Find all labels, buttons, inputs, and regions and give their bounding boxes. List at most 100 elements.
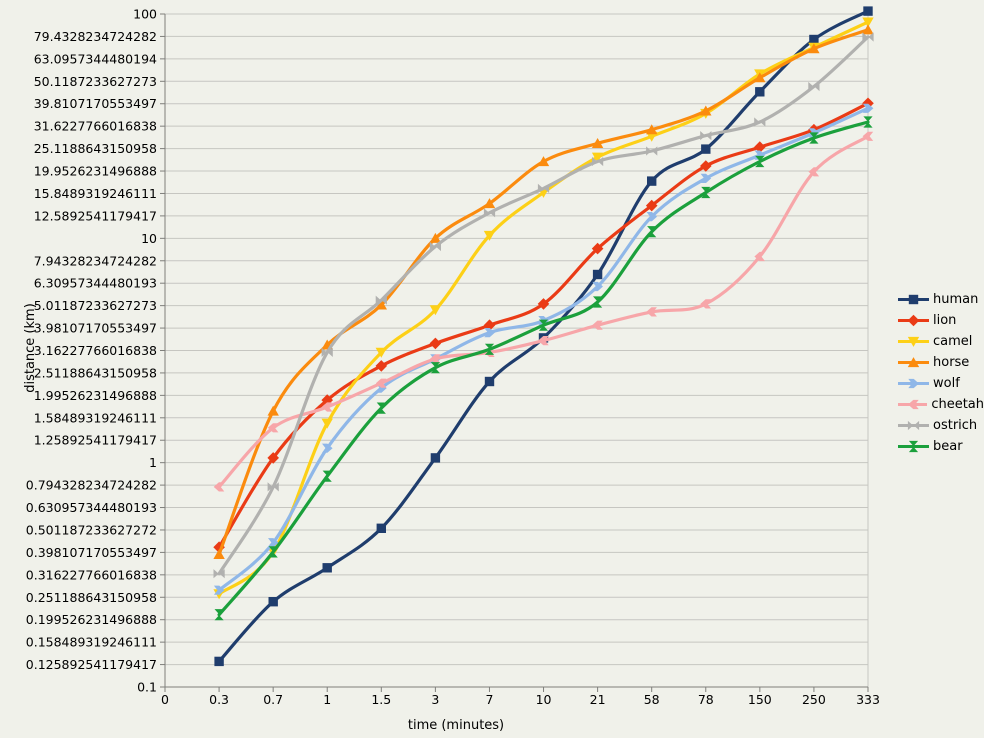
wolf-point — [213, 585, 225, 595]
y-tick-label: 0.398107170553497 — [26, 545, 157, 560]
y-tick-label: 0.1 — [137, 680, 157, 695]
legend-item-horse: horse — [898, 352, 984, 373]
y-tick-label: 12.5892541179417 — [34, 208, 157, 223]
x-tick-label: 78 — [698, 692, 714, 707]
ostrich-point — [592, 156, 604, 167]
lion-point — [700, 160, 712, 172]
x-tick-label: 0.3 — [209, 692, 229, 707]
human-point — [322, 563, 332, 573]
x-tick-label: 1.5 — [371, 692, 391, 707]
legend-item-ostrich: ostrich — [898, 415, 984, 436]
wolf-point — [862, 103, 874, 113]
horse-point — [267, 405, 279, 416]
bear-point — [863, 116, 873, 128]
camel-point — [591, 152, 604, 163]
horse-point — [700, 105, 712, 116]
horse-point — [591, 138, 604, 148]
human-point — [376, 523, 386, 533]
series-cheetah — [213, 131, 874, 492]
camel-legend-marker — [898, 336, 929, 347]
y-tick-label: 0.125892541179417 — [26, 657, 157, 672]
human-legend-marker — [898, 294, 929, 305]
bear-point — [755, 155, 765, 168]
ostrich-point — [429, 241, 441, 252]
human-point — [809, 34, 819, 45]
wolf-point — [700, 173, 712, 183]
y-tick-label: 3.98107170553497 — [34, 321, 157, 336]
cheetah-point — [430, 354, 441, 364]
y-tick-label: 25.1188643150958 — [34, 141, 157, 156]
cheetah-point — [808, 167, 820, 177]
bear-point — [647, 226, 657, 238]
y-tick-label: 0.158489319246111 — [26, 635, 157, 650]
horse-point — [429, 232, 442, 243]
human-point — [214, 656, 224, 667]
ostrich-legend-marker — [898, 420, 929, 431]
ostrich-line — [217, 35, 870, 576]
human-point — [755, 87, 765, 97]
x-tick-label: 1 — [323, 692, 331, 707]
ostrich-point — [754, 117, 766, 127]
lion-point — [429, 337, 442, 350]
human-point — [701, 144, 711, 154]
y-tick-label: 0.251188643150958 — [26, 590, 157, 605]
cheetah-point — [375, 378, 387, 388]
x-tick-label: 7 — [485, 692, 493, 707]
ostrich-point — [646, 146, 658, 156]
human-point — [592, 269, 603, 280]
y-tick-label: 5.01187233627273 — [34, 298, 157, 313]
bear-line — [217, 120, 870, 617]
horse-point — [213, 549, 225, 559]
horse-point — [862, 24, 874, 35]
x-axis-title: time (minutes) — [408, 718, 504, 733]
wolf-point — [322, 443, 333, 453]
human-point — [268, 597, 278, 607]
x-tick-label: 21 — [590, 692, 606, 707]
y-tick-label: 2.51188643150958 — [34, 365, 157, 380]
lion-point — [645, 199, 658, 212]
ostrich-point — [267, 482, 279, 492]
lion-point — [754, 141, 766, 153]
camel-point — [862, 17, 874, 28]
camel-point — [321, 418, 333, 429]
horse-line — [217, 28, 870, 556]
camel-point — [483, 230, 496, 241]
bear-legend-marker — [898, 440, 929, 453]
y-tick-label: 0.794328234724282 — [26, 478, 157, 493]
human-point — [647, 176, 657, 186]
horse-point — [483, 198, 496, 209]
camel-point — [429, 305, 442, 316]
cheetah-point — [700, 299, 711, 309]
bear-point — [701, 186, 711, 199]
legend-label-ostrich: ostrich — [933, 418, 978, 433]
bear-point — [430, 362, 440, 374]
lion-point — [267, 452, 279, 464]
cheetah-point — [646, 307, 657, 317]
y-tick-label: 3.16227766016838 — [34, 343, 157, 358]
wolf-point — [646, 212, 658, 222]
y-tick-label: 1.58489319246111 — [34, 410, 157, 425]
horse-point — [754, 72, 766, 83]
legend: human lion camel horse wolf cheetah ostrich bea… — [898, 289, 984, 457]
bear-point — [809, 132, 819, 144]
legend-label-wolf: wolf — [933, 376, 960, 391]
lion-point — [375, 360, 388, 372]
legend-label-human: human — [933, 292, 979, 307]
bear-point — [268, 546, 278, 558]
cheetah-point — [321, 402, 333, 412]
cheetah-legend-marker — [898, 399, 928, 410]
cheetah-point — [754, 251, 765, 262]
human-point — [863, 6, 873, 16]
x-tick-label: 0.7 — [263, 692, 283, 707]
x-tick-label: 58 — [644, 692, 660, 707]
horse-point — [646, 124, 658, 135]
bear-point — [484, 343, 495, 355]
cheetah-point — [862, 131, 874, 141]
lion-legend-marker — [898, 314, 929, 327]
camel-line — [217, 20, 870, 596]
legend-label-bear: bear — [933, 439, 963, 454]
legend-item-wolf: wolf — [898, 373, 984, 394]
x-tick-label: 10 — [536, 692, 552, 707]
wolf-line — [217, 106, 870, 592]
horse-legend-marker — [898, 357, 929, 368]
